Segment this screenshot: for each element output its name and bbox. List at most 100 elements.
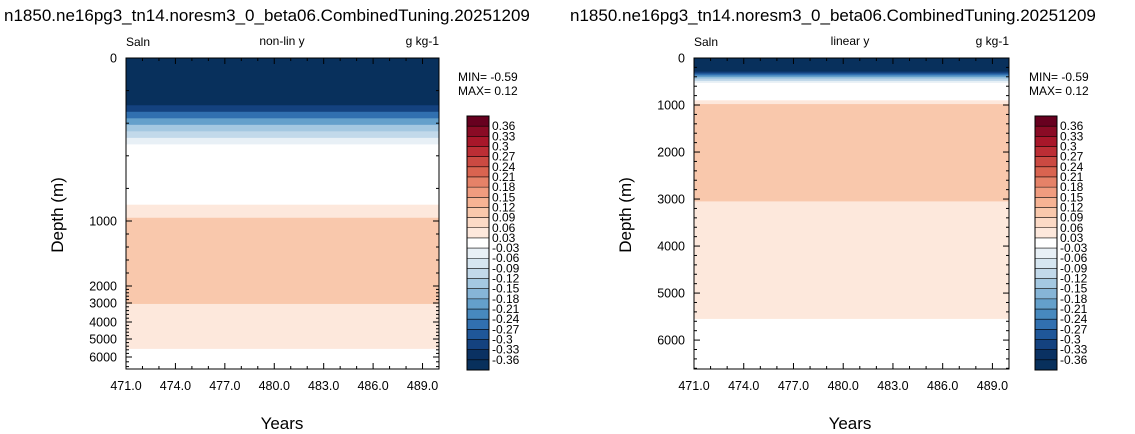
plot-frame <box>125 57 440 370</box>
x-tick-label: 474.0 <box>728 379 759 393</box>
colorbar-label: 0.27 <box>492 150 516 164</box>
colorbar-swatch <box>467 146 489 157</box>
colorbar-label: 0.21 <box>492 170 516 184</box>
colorbar-label: 0.03 <box>492 231 516 245</box>
axes: 471.0 474.0 477.0 480.0 483.0 486.0 489.0 0 1000… <box>89 52 440 393</box>
colorbar-label: 0.24 <box>492 160 516 174</box>
colorbar-swatch <box>467 339 489 350</box>
x-tick-label: 480.0 <box>828 379 859 393</box>
contour-band <box>126 217 439 304</box>
colorbar-swatch <box>467 156 489 168</box>
colorbar-label: 0.33 <box>1060 129 1084 143</box>
colorbar-swatch <box>467 176 489 188</box>
colorbar-label: 0.06 <box>1060 221 1084 235</box>
chart-title: n1850.ne16pg3_tn14.noresm3_0_beta06.Comb… <box>4 6 530 25</box>
x-tick-label: 489.0 <box>407 379 438 393</box>
colorbar-swatch <box>1035 156 1057 168</box>
contour-band <box>126 303 439 349</box>
y-tick-label: 1000 <box>657 99 685 113</box>
x-tick-label: 480.0 <box>259 379 290 393</box>
contour-band <box>126 204 439 219</box>
colorbar-label: 0.33 <box>492 129 516 143</box>
colorbar-swatch <box>1035 146 1057 157</box>
y-tick-label: 3000 <box>89 297 117 311</box>
colorbar-label: 0.15 <box>492 190 516 204</box>
colorbar-swatch <box>1035 309 1057 320</box>
colorbar-label: 0.06 <box>492 221 516 235</box>
contour-band <box>126 87 439 106</box>
x-tick-label: 477.0 <box>778 379 809 393</box>
y-tick-label: 6000 <box>657 334 685 348</box>
colorbar-label: 0.24 <box>1060 160 1084 174</box>
colorbar-swatch <box>1035 288 1057 300</box>
colorbar-label: -0.09 <box>1060 261 1088 275</box>
colorbar-label: -0.15 <box>492 282 520 296</box>
colorbar-swatch <box>467 207 489 218</box>
scale-label: linear y <box>831 34 870 48</box>
colorbar-label: -0.09 <box>492 261 520 275</box>
x-tick-label: 489.0 <box>977 379 1008 393</box>
colorbar-label: 0.15 <box>1060 190 1084 204</box>
colorbar-swatch <box>467 237 489 249</box>
contour-band <box>694 82 1009 87</box>
colorbar-label: -0.36 <box>492 353 520 367</box>
y-tick-label: 4000 <box>657 240 685 254</box>
colorbar-swatch <box>1035 217 1057 229</box>
colorbar-label: -0.3 <box>492 333 513 347</box>
colorbar-swatch <box>467 217 489 229</box>
colorbar-label: -0.27 <box>1060 322 1088 336</box>
colorbar-label: 0.3 <box>1060 139 1077 153</box>
colorbar-swatch <box>467 166 489 178</box>
x-axis-label: Years <box>261 414 304 433</box>
y-tick-label: 6000 <box>89 351 117 365</box>
colorbar-label: 0.18 <box>1060 180 1084 194</box>
colorbar-swatch <box>467 278 489 290</box>
colorbar: 0.360.330.30.270.240.210.180.150.120.090… <box>1034 115 1088 371</box>
colorbar-label: -0.03 <box>1060 241 1088 255</box>
max-label: MAX= 0.12 <box>458 84 518 98</box>
colorbar-swatch <box>1035 187 1057 198</box>
colorbar-label: -0.12 <box>1060 272 1088 286</box>
contour-band <box>694 71 1009 75</box>
x-tick-label: 471.0 <box>678 379 709 393</box>
y-tick-label: 0 <box>110 52 117 66</box>
chart-title: n1850.ne16pg3_tn14.noresm3_0_beta06.Comb… <box>570 6 1096 25</box>
colorbar: 0.360.330.30.270.240.210.180.150.120.090… <box>466 115 520 371</box>
colorbar-label: 0.09 <box>1060 211 1084 225</box>
contour-band <box>126 124 439 132</box>
colorbar-label: -0.27 <box>492 322 520 336</box>
colorbar-swatch <box>467 349 489 361</box>
colorbar-swatch <box>467 319 489 330</box>
panel-linear: n1850.ne16pg3_tn14.noresm3_0_beta06.Comb… <box>570 6 1096 433</box>
colorbar-label: 0.12 <box>1060 200 1084 214</box>
colorbar-swatch <box>1035 319 1057 330</box>
panel-nonlinear: n1850.ne16pg3_tn14.noresm3_0_beta06.Comb… <box>4 6 530 433</box>
max-label: MAX= 0.12 <box>1029 84 1089 98</box>
colorbar-label: 0.27 <box>1060 150 1084 164</box>
colorbar-swatch <box>1035 329 1057 340</box>
contour-band <box>694 104 1009 200</box>
colorbar-label: -0.24 <box>492 312 520 326</box>
colorbar-label: 0.03 <box>1060 231 1084 245</box>
contour-band <box>126 137 439 145</box>
plot-area <box>694 58 1009 369</box>
contour-band <box>694 316 1009 320</box>
contour-band <box>694 81 1009 84</box>
contour-band <box>694 318 1009 369</box>
plot-area <box>126 58 439 369</box>
colorbar-swatch <box>467 288 489 300</box>
colorbar-label: -0.06 <box>492 251 520 265</box>
contour-band <box>694 86 1009 101</box>
x-tick-label: 483.0 <box>877 379 908 393</box>
plot-frame <box>693 57 1010 370</box>
variable-label: Saln <box>694 35 718 49</box>
min-label: MIN= -0.59 <box>458 70 518 84</box>
contour-band <box>694 199 1009 202</box>
colorbar-label: 0.36 <box>492 119 516 133</box>
axes: 471.0 474.0 477.0 480.0 483.0 486.0 489.0 0 1000… <box>657 52 1010 393</box>
y-tick-label: 3000 <box>657 193 685 207</box>
x-axis-label: Years <box>829 414 872 433</box>
colorbar-label: -0.21 <box>492 302 520 316</box>
colorbar-swatch <box>467 359 489 371</box>
colorbar-label: 0.21 <box>1060 170 1084 184</box>
